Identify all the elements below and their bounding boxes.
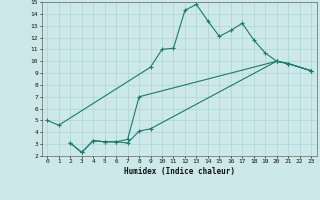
X-axis label: Humidex (Indice chaleur): Humidex (Indice chaleur) <box>124 167 235 176</box>
